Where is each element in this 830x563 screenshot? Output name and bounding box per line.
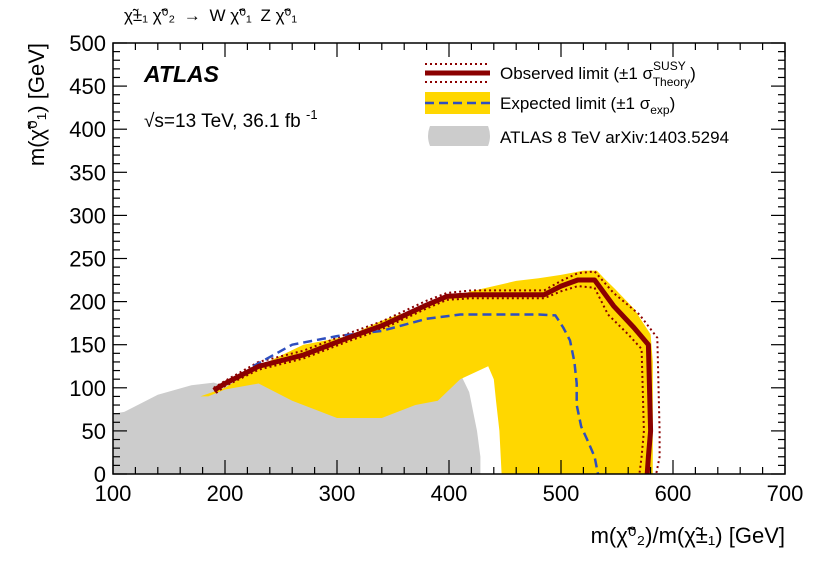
legend-observed-sup: SUSY xyxy=(653,59,686,73)
y-tick-label: 0 xyxy=(94,462,106,487)
legend-8tev-label: ATLAS 8 TeV arXiv:1403.5294 xyxy=(500,128,729,147)
y-tick-label: 150 xyxy=(69,333,106,358)
legend-observed-text: Observed limit (±1 σ xyxy=(500,64,654,83)
curves-layer xyxy=(212,270,661,475)
curve-observed-limit xyxy=(212,277,654,475)
legend-observed-paren: ) xyxy=(690,64,696,83)
y-tick-label: 250 xyxy=(69,247,106,272)
x-tick-label: 100 xyxy=(95,481,132,506)
y-tick-label: 300 xyxy=(69,203,106,228)
curve-observed-plus1sigma xyxy=(213,270,661,475)
x-tick-label: 300 xyxy=(319,481,356,506)
x-tick-label: 400 xyxy=(431,481,468,506)
x-tick-label: 700 xyxy=(767,481,804,506)
band-expected-1sigma xyxy=(200,270,653,474)
curve-expected-limit xyxy=(252,313,600,475)
plot-frame xyxy=(112,42,786,475)
regions-layer xyxy=(113,270,653,474)
energy-lumi-sup: -1 xyxy=(306,107,318,122)
energy-lumi-label: √s=13 TeV, 36.1 fb -1 xyxy=(144,107,318,132)
process-rhs-w: W χ̃⁰₁ xyxy=(210,6,253,25)
y-tick-label: 100 xyxy=(69,376,106,401)
x-axis-title: m(χ̃⁰₂)/m(χ̃±₁) [GeV] xyxy=(591,523,785,548)
legend-observed-sub: Theory xyxy=(653,75,690,89)
x-tick-label: 200 xyxy=(207,481,244,506)
x-tick-label: 600 xyxy=(655,481,692,506)
legend: Observed limit (±1 σSUSY Theory) Expected… xyxy=(425,59,729,147)
legend-observed-label: Observed limit (±1 σSUSY Theory) xyxy=(500,59,696,89)
legend-8tev-swatch xyxy=(428,126,490,146)
process-arrow: → xyxy=(184,6,201,25)
legend-expected-text: Expected limit (±1 σ xyxy=(500,94,651,113)
legend-expected-label: Expected limit (±1 σexp) xyxy=(500,94,675,117)
y-axis-title: m(χ̃⁰₁) [GeV] xyxy=(24,43,49,166)
process-rhs-z: Z χ̃⁰₁ xyxy=(261,6,298,25)
y-tick-label: 350 xyxy=(69,160,106,185)
y-tick-label: 450 xyxy=(69,74,106,99)
atlas-label: ATLAS xyxy=(143,61,220,87)
legend-expected-paren: ) xyxy=(670,94,676,113)
y-tick-label: 500 xyxy=(69,31,106,56)
x-tick-label: 500 xyxy=(543,481,580,506)
process-title: χ̃±₁ χ̃⁰₂ → W χ̃⁰₁ Z χ̃⁰₁ xyxy=(124,6,297,25)
y-tick-label: 200 xyxy=(69,290,106,315)
y-tick-label: 50 xyxy=(82,419,106,444)
process-lhs: χ̃±₁ χ̃⁰₂ xyxy=(124,6,175,25)
y-tick-label: 400 xyxy=(69,117,106,142)
ticks-layer: 100 200 300 400 500 600 700 0 50 100 150 200 250 300 3… xyxy=(69,31,803,506)
legend-expected-sub: exp xyxy=(650,103,670,117)
energy-lumi-text: √s=13 TeV, 36.1 fb xyxy=(144,111,301,132)
